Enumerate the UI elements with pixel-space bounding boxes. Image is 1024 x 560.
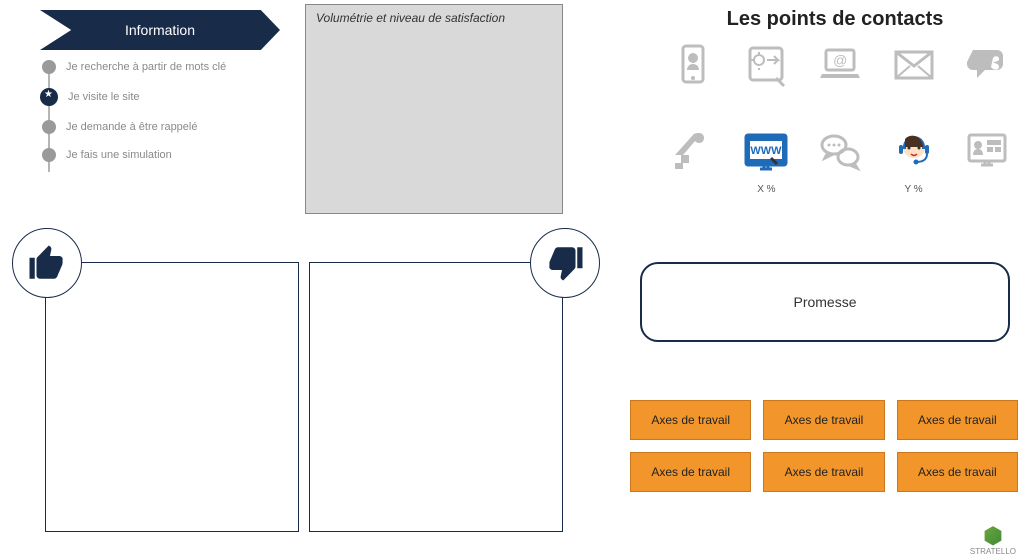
contact-label: Y % <box>905 184 923 196</box>
web-icon: WWW <box>742 127 790 180</box>
positive-panel <box>45 262 299 532</box>
journey-step: Je visite le site <box>42 88 282 106</box>
contact-chat <box>810 127 870 196</box>
satisfaction-title: Volumétrie et niveau de satisfaction <box>316 11 505 25</box>
contact-mobile <box>663 40 723 109</box>
thumbs-up-icon <box>26 242 68 284</box>
thumbs-down-icon <box>544 242 586 284</box>
laptop-icon: @ <box>816 40 864 93</box>
journey-step-label: Je visite le site <box>68 91 140 103</box>
kiosk-icon <box>963 127 1011 180</box>
axe-button[interactable]: Axes de travail <box>630 400 751 440</box>
contacts-icon-grid: @ WWW X % Y % <box>660 40 1020 196</box>
axe-button[interactable]: Axes de travail <box>630 452 751 492</box>
contact-tablet <box>736 40 796 109</box>
contact-callcenter: Y % <box>884 127 944 196</box>
journey-steps: Je recherche à partir de mots clé Je visi… <box>42 60 282 176</box>
journey-step-label: Je fais une simulation <box>66 149 172 161</box>
promesse-label: Promesse <box>793 294 856 310</box>
promesse-panel: Promesse <box>640 262 1010 342</box>
contact-social <box>957 40 1017 109</box>
axes-grid: Axes de travail Axes de travail Axes de tr… <box>630 400 1018 492</box>
callcenter-icon <box>890 127 938 180</box>
social-icon <box>963 40 1011 93</box>
brand-logo: ⬢ STRATELLO <box>970 525 1016 556</box>
step-dot-icon <box>42 148 56 162</box>
contact-laptop: @ <box>810 40 870 109</box>
star-icon <box>40 88 58 106</box>
store-icon <box>669 127 717 180</box>
thumbs-up-badge <box>12 228 82 298</box>
tablet-icon <box>742 40 790 93</box>
journey-step: Je demande à être rappelé <box>42 120 282 134</box>
contact-mail <box>884 40 944 109</box>
axe-button[interactable]: Axes de travail <box>763 452 884 492</box>
step-dot-icon <box>42 60 56 74</box>
journey-step: Je recherche à partir de mots clé <box>42 60 282 74</box>
brand-logo-icon: ⬢ <box>970 525 1016 547</box>
contact-kiosk <box>957 127 1017 196</box>
axe-button[interactable]: Axes de travail <box>897 452 1018 492</box>
thumbs-down-badge <box>530 228 600 298</box>
mail-icon <box>890 40 938 93</box>
phase-banner: Information <box>40 10 280 50</box>
svg-text:@: @ <box>833 52 847 68</box>
journey-step: Je fais une simulation <box>42 148 282 162</box>
axe-button[interactable]: Axes de travail <box>763 400 884 440</box>
axe-button[interactable]: Axes de travail <box>897 400 1018 440</box>
contact-label: X % <box>757 184 775 196</box>
negative-panel <box>309 262 563 532</box>
step-dot-icon <box>42 120 56 134</box>
brand-name: STRATELLO <box>970 547 1016 556</box>
journey-step-label: Je demande à être rappelé <box>66 121 197 133</box>
contact-web: WWW X % <box>736 127 796 196</box>
contact-store <box>663 127 723 196</box>
contacts-title: Les points de contacts <box>660 8 1010 31</box>
satisfaction-panel: Volumétrie et niveau de satisfaction <box>305 4 563 214</box>
journey-step-label: Je recherche à partir de mots clé <box>66 61 226 73</box>
mobile-icon <box>669 40 717 93</box>
phase-banner-label: Information <box>40 10 280 50</box>
svg-text:WWW: WWW <box>751 145 783 157</box>
chat-icon <box>816 127 864 180</box>
